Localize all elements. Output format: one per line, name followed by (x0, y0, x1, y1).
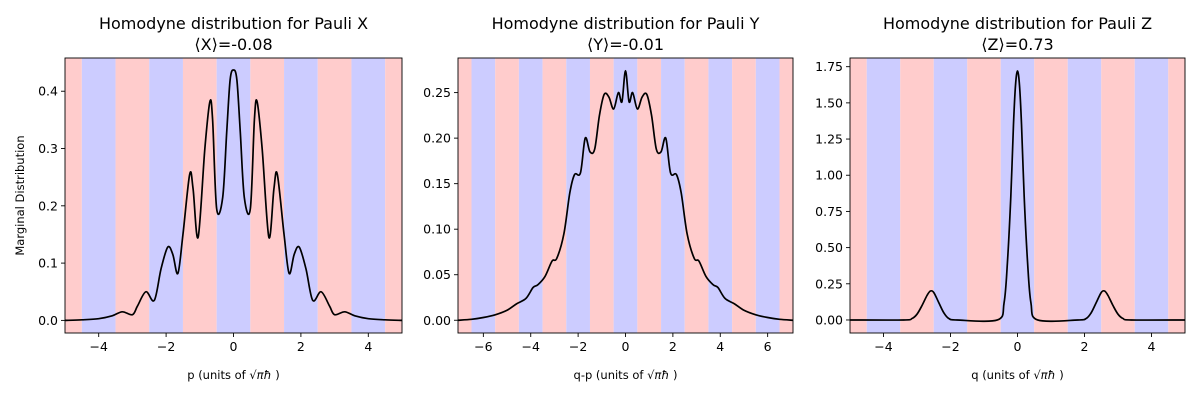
sqrt-pi-hbar-symbol: √πħ (647, 368, 669, 382)
x-tick-label: 0 (622, 339, 630, 354)
series-line (850, 70, 1185, 323)
band-blue (933, 58, 968, 333)
y-tick-label: 1.50 (815, 95, 843, 110)
band-red (850, 58, 867, 333)
band-blue (708, 58, 733, 333)
x-tick-label: −6 (474, 339, 492, 354)
band-red (1101, 58, 1135, 333)
band-red (967, 58, 1001, 333)
chart-subtitle: ⟨X⟩=-0.08 (194, 35, 272, 54)
band-blue (284, 58, 318, 333)
x-axis-label: q (units of √πħ ) (971, 368, 1064, 382)
x-tick-label: 4 (364, 339, 372, 354)
y-tick-label: 0.05 (423, 267, 451, 282)
band-red (115, 58, 150, 333)
x-axis-label: p (units of √πħ ) (187, 368, 280, 382)
series-line (458, 69, 793, 322)
chart-panel-2: −6 −4 −2 0 2 4 6 0.00 0.05 0.10 0.15 0.20 0.25 Homody… (423, 14, 794, 382)
x-tick-label: 2 (1081, 339, 1089, 354)
band-blue (566, 58, 590, 333)
chart-title: Homodyne distribution for Pauli Z (883, 14, 1152, 33)
y-tick-label: 1.00 (815, 168, 843, 183)
series-line (65, 69, 402, 322)
chart-subtitle: ⟨Y⟩=-0.01 (587, 35, 664, 54)
chart-panel-3: −4 −2 0 2 4 0.00 0.25 0.50 0.75 1.00 1.25 1.50 1.75 H… (815, 14, 1186, 382)
y-tick-label: 0.10 (423, 222, 451, 237)
x-tick-label: −4 (874, 339, 892, 354)
chart-subtitle: ⟨Z⟩=0.73 (981, 35, 1053, 54)
y-tick-label: 0.3 (38, 141, 58, 156)
y-tick-label: 0.00 (815, 312, 843, 327)
x-tick-label: −2 (569, 339, 587, 354)
chart-panel-1: −4 −2 0 2 4 0.0 0.1 0.2 0.3 0.4 Homodyne distribut… (13, 14, 403, 382)
y-tick-label: 0.25 (815, 276, 843, 291)
y-tick-label: 0.20 (423, 131, 451, 146)
y-tick-label: 0.00 (423, 313, 451, 328)
band-blue (149, 58, 183, 333)
y-tick-label: 0.4 (38, 84, 58, 99)
y-tick-label: 0.1 (38, 256, 58, 271)
y-tick-label: 0.15 (423, 176, 451, 191)
band-red (182, 58, 217, 333)
band-blue (81, 58, 116, 333)
x-tick-label: −4 (522, 339, 540, 354)
x-tick-label: 4 (1148, 339, 1156, 354)
band-blue (1067, 58, 1102, 333)
y-tick-label: 0.75 (815, 204, 843, 219)
parity-bands (65, 58, 402, 333)
x-axis-label: q-p (units of √πħ ) (574, 368, 678, 382)
sqrt-pi-hbar-symbol: √πħ (249, 368, 271, 382)
band-blue (471, 58, 496, 333)
band-blue (216, 58, 251, 333)
band-red (317, 58, 352, 333)
band-red (458, 58, 472, 333)
band-red (637, 58, 662, 333)
parity-bands (458, 58, 793, 333)
sqrt-pi-hbar-symbol: √πħ (1033, 368, 1055, 382)
parity-bands (850, 58, 1185, 333)
band-red (385, 58, 402, 333)
band-red (589, 58, 614, 333)
x-tick-label: 0 (1014, 339, 1022, 354)
band-blue (351, 58, 386, 333)
x-tick-label: 4 (716, 339, 724, 354)
band-blue (866, 58, 901, 333)
band-blue (613, 58, 638, 333)
band-blue (1134, 58, 1169, 333)
band-red (732, 58, 756, 333)
x-tick-label: −4 (89, 339, 107, 354)
band-red (65, 58, 82, 333)
band-red (900, 58, 934, 333)
band-red (1034, 58, 1068, 333)
band-blue (755, 58, 780, 333)
y-tick-label: 0.2 (38, 198, 58, 213)
band-red (779, 58, 793, 333)
band-red (250, 58, 285, 333)
y-tick-label: 1.75 (815, 59, 843, 74)
x-tick-label: −2 (157, 339, 175, 354)
band-red (542, 58, 567, 333)
x-tick-label: 6 (764, 339, 772, 354)
chart-title: Homodyne distribution for Pauli Y (492, 14, 760, 33)
x-tick-label: −2 (941, 339, 959, 354)
band-red (684, 58, 709, 333)
band-red (1168, 58, 1185, 333)
band-red (495, 58, 519, 333)
x-tick-label: 2 (297, 339, 305, 354)
x-tick-label: 2 (669, 339, 677, 354)
y-tick-label: 1.25 (815, 132, 843, 147)
y-tick-label: 0.50 (815, 240, 843, 255)
band-blue (518, 58, 543, 333)
y-tick-label: 0.0 (38, 313, 58, 328)
x-tick-label: 0 (230, 339, 238, 354)
y-axis-label: Marginal Distribution (13, 135, 27, 255)
y-tick-label: 0.25 (423, 85, 451, 100)
band-blue (661, 58, 685, 333)
chart-title: Homodyne distribution for Pauli X (99, 14, 368, 33)
